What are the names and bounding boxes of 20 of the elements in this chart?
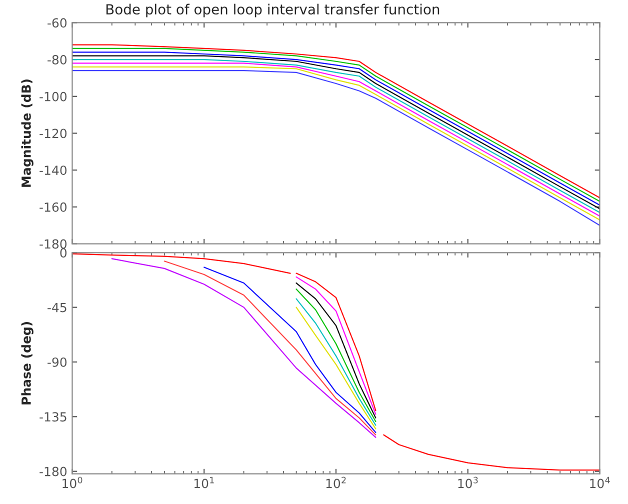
y-tick-label: -60 [48, 18, 67, 28]
x-tick-label: 10$^{3}$ [458, 476, 478, 488]
y-tick-label: -180 [40, 239, 67, 249]
y-tick-label: 0 [60, 248, 67, 258]
x-tick-label: 10$^{2}$ [326, 476, 346, 488]
x-tick-label: 10$^{0}$ [62, 476, 82, 488]
x-tick-label: 10$^{1}$ [194, 476, 214, 488]
y-tick-label: -120 [40, 128, 67, 138]
y-tick-label: -45 [48, 302, 66, 312]
y-tick-label: -90 [48, 357, 67, 367]
y-tick-label: -100 [40, 92, 67, 102]
y-tick-label: -135 [40, 412, 66, 422]
y-tick-label: -180 [40, 466, 67, 476]
y-tick-label: -80 [48, 55, 67, 64]
y-axis-title: Magnitude (dB) [21, 80, 34, 187]
y-tick-label: -140 [40, 166, 67, 176]
y-tick-label: -160 [40, 202, 67, 212]
chart-title: Bode plot of open loop interval transfer function [106, 4, 440, 18]
x-tick-label: 10$^{4}$ [590, 476, 610, 488]
y-axis-title: Phase (deg) [21, 322, 34, 404]
